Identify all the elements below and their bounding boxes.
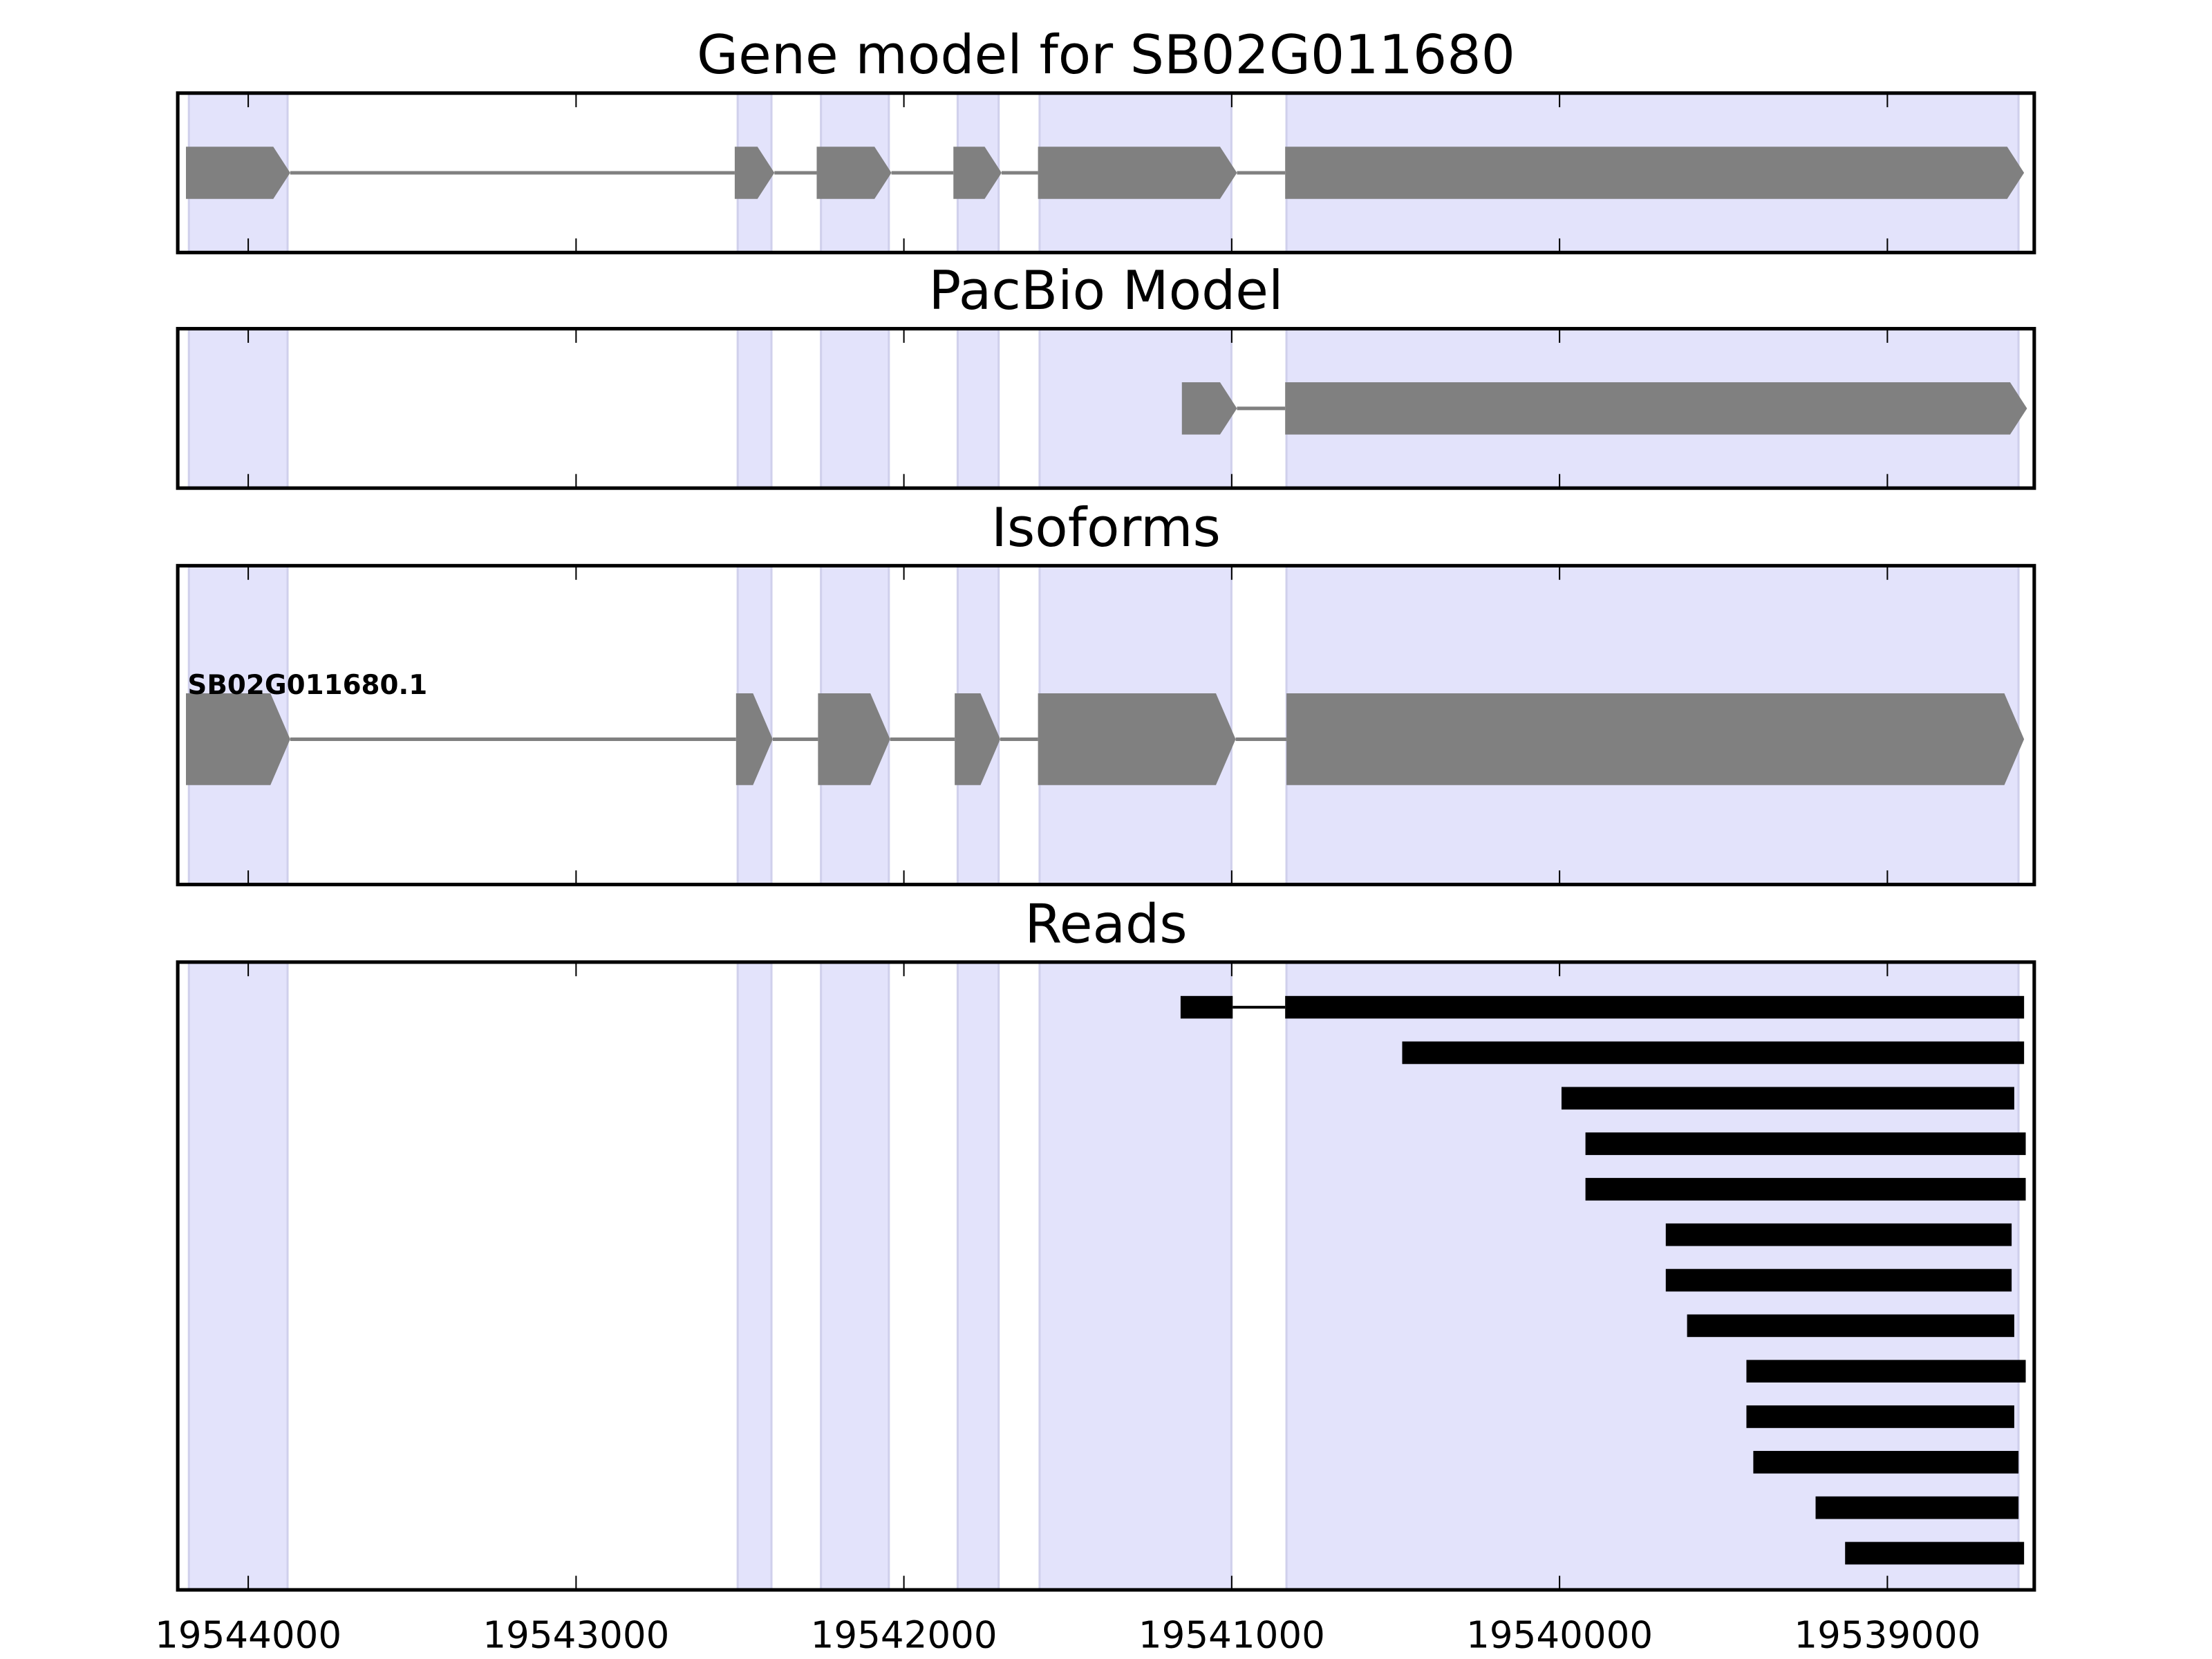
exon — [1286, 693, 2025, 785]
read — [1746, 1360, 2026, 1382]
read — [1585, 1178, 2026, 1201]
read — [1746, 1405, 2014, 1428]
read — [1665, 1223, 2012, 1246]
x-tick-label: 19539000 — [1794, 1614, 1980, 1657]
read-block — [1585, 1132, 2026, 1155]
exon — [734, 147, 775, 199]
panel-gene: Gene model for SB02G011680 — [176, 24, 2036, 254]
exon-shade-region — [1038, 961, 1232, 1591]
panel-reads: Reads — [176, 893, 2036, 1592]
exon-shade-region — [736, 327, 773, 489]
exon — [185, 693, 290, 785]
exon — [953, 147, 1002, 199]
exon-shade-region — [187, 327, 289, 489]
exon — [1038, 693, 1236, 785]
x-tick-label: 19541000 — [1138, 1614, 1325, 1657]
exon-shade-region — [736, 961, 773, 1591]
read-block — [1753, 1450, 2019, 1474]
exon-shade-region — [820, 327, 890, 489]
read-block — [1180, 995, 1233, 1019]
read — [1561, 1087, 2014, 1110]
panel-title: PacBio Model — [928, 260, 1283, 322]
panel-frame — [176, 563, 2036, 887]
exon-shade-region — [187, 961, 289, 1591]
exon — [185, 147, 290, 199]
panel-title: Isoforms — [991, 497, 1221, 559]
read — [1665, 1268, 2012, 1292]
exon-shade-region — [956, 327, 1000, 489]
exon — [1038, 147, 1237, 199]
read — [1753, 1450, 2019, 1474]
read-block — [1285, 995, 2025, 1019]
exon — [1285, 382, 2027, 435]
exon — [1181, 382, 1237, 435]
read-block — [1665, 1268, 2012, 1292]
read — [1402, 1041, 2025, 1065]
read-block — [1746, 1405, 2014, 1428]
read — [1687, 1314, 2014, 1338]
exon-shade-region — [956, 961, 1000, 1591]
panel-title: Gene model for SB02G011680 — [697, 24, 1515, 86]
read-block — [1746, 1360, 2026, 1382]
x-tick-label: 19544000 — [155, 1614, 341, 1657]
panel-frame — [176, 91, 2036, 254]
exon — [735, 693, 773, 785]
panel-frame — [176, 326, 2036, 490]
exon — [816, 147, 892, 199]
read — [1845, 1541, 2025, 1565]
read — [1815, 1496, 2019, 1519]
x-tick-label: 19540000 — [1466, 1614, 1653, 1657]
panel-isoform: Isoforms SB02G011680.1 — [176, 497, 2036, 887]
read-block — [1402, 1041, 2025, 1065]
x-tick-label: 19543000 — [482, 1614, 669, 1657]
isoform-label: SB02G011680.1 — [187, 670, 427, 701]
read-block — [1561, 1087, 2014, 1110]
read — [1585, 1132, 2026, 1155]
read — [1180, 995, 2025, 1019]
panel-title: Reads — [1024, 893, 1187, 955]
read-block — [1815, 1496, 2019, 1519]
panel-frame — [176, 960, 2036, 1592]
exon — [955, 693, 1001, 785]
read-block — [1585, 1178, 2026, 1201]
exon — [1285, 147, 2025, 199]
read-block — [1845, 1541, 2025, 1565]
panel-gene: PacBio Model — [176, 260, 2036, 490]
exon-shade-region — [820, 961, 890, 1591]
x-tick-label: 19542000 — [811, 1614, 997, 1657]
read-block — [1665, 1223, 2012, 1246]
exon — [818, 693, 890, 785]
read-block — [1687, 1314, 2014, 1338]
